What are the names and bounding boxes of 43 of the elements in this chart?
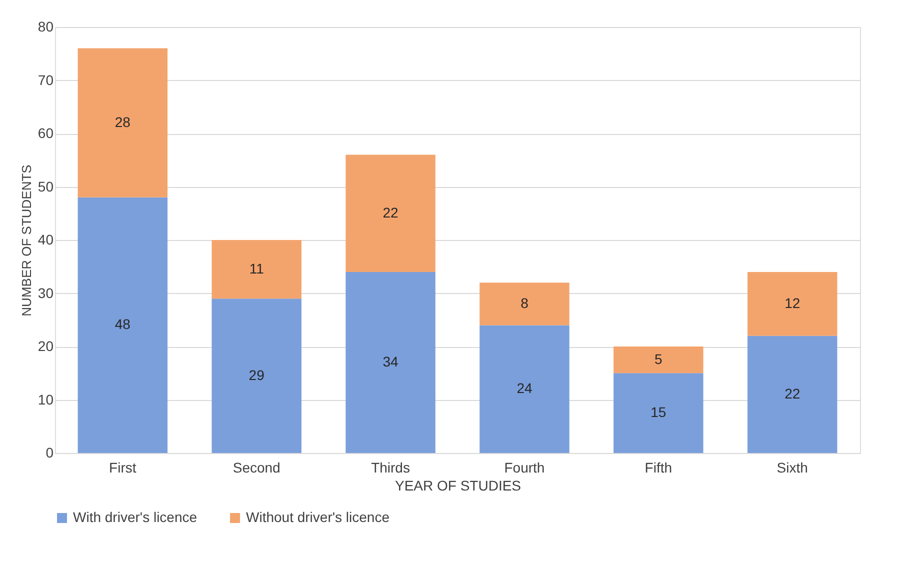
x-tick-label: Fourth: [504, 460, 545, 476]
data-label: 8: [520, 294, 529, 311]
y-tick-label: 10: [38, 391, 54, 408]
y-tick-label: 40: [38, 232, 54, 248]
data-label: 34: [382, 353, 399, 370]
y-tick-label: 30: [38, 284, 54, 301]
x-tick-label: Sixth: [776, 460, 808, 476]
data-label: 5: [654, 350, 663, 367]
data-label: 29: [248, 366, 265, 383]
x-axis-title: YEAR OF STUDIES: [394, 478, 522, 494]
bar: [212, 298, 302, 453]
y-tick-label: 0: [46, 444, 54, 460]
x-tick-label: Second: [232, 460, 280, 476]
y-tick-label: 20: [38, 338, 54, 354]
y-tick-label: 60: [38, 125, 54, 141]
data-label: 15: [650, 404, 666, 420]
legend-label: Without driver's licence: [246, 509, 390, 525]
bar: [346, 154, 436, 272]
legend-label: With driver's licence: [73, 509, 198, 525]
bar: [78, 197, 168, 453]
bar: [78, 48, 168, 198]
data-label: 22: [382, 204, 399, 220]
y-axis-title: NUMBER OF STUDENTS: [18, 164, 34, 316]
x-tick-label: Thirds: [371, 460, 410, 476]
data-label: 24: [516, 380, 532, 396]
bar: [480, 325, 570, 453]
data-label: 22: [784, 385, 800, 402]
x-tick-label: Fifth: [644, 460, 672, 476]
bar: [346, 272, 436, 453]
bar: [480, 282, 570, 326]
x-tick-label: First: [109, 460, 136, 476]
bar: [614, 346, 704, 374]
bar: [747, 336, 838, 453]
bar: [747, 272, 838, 336]
bar: [614, 373, 704, 453]
data-label: 12: [784, 294, 800, 311]
y-tick-label: 70: [38, 72, 54, 88]
data-label: 28: [114, 114, 131, 130]
data-label: 11: [249, 260, 264, 276]
y-tick-label: 80: [38, 18, 54, 34]
data-label: 48: [114, 316, 131, 332]
y-tick-label: 50: [38, 178, 54, 194]
bar: [212, 240, 302, 299]
